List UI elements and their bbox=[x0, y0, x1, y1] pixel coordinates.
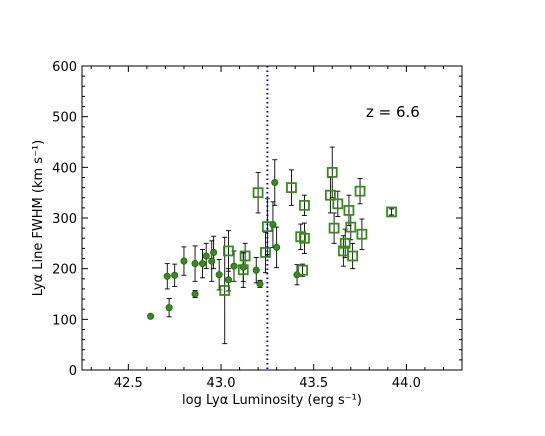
y-tick-label: 300 bbox=[52, 212, 77, 227]
y-tick-label: 100 bbox=[52, 313, 77, 328]
y-tick-label: 600 bbox=[52, 60, 77, 75]
data-point-circle bbox=[208, 257, 216, 265]
data-point-circle bbox=[163, 272, 171, 280]
data-point-square bbox=[343, 204, 355, 216]
x-tick-label: 42.5 bbox=[114, 376, 143, 391]
y-tick-label: 400 bbox=[52, 161, 77, 176]
y-tick-label: 0 bbox=[69, 364, 77, 379]
data-point-circle bbox=[273, 243, 281, 251]
y-tick-label: 200 bbox=[52, 263, 77, 278]
data-point-circle bbox=[252, 266, 260, 274]
y-axis-label: Lyα Line FWHM (km s⁻¹) bbox=[31, 140, 46, 296]
data-point-square bbox=[332, 198, 344, 210]
data-point-square bbox=[260, 247, 271, 258]
data-point-circle bbox=[147, 312, 155, 320]
x-tick-label: 43.0 bbox=[207, 376, 236, 391]
data-point-circle bbox=[215, 271, 223, 279]
y-tick-label: 500 bbox=[52, 111, 77, 126]
data-point-circle bbox=[256, 280, 264, 288]
data-point-circle bbox=[271, 178, 279, 187]
errorbar-layer bbox=[148, 146, 395, 345]
x-axis-label: log Lyα Luminosity (erg s⁻¹) bbox=[182, 393, 362, 408]
redshift-annotation: z = 6.6 bbox=[366, 103, 420, 121]
marker-layer bbox=[147, 166, 397, 320]
data-point-square bbox=[261, 221, 273, 233]
data-point-circle bbox=[171, 271, 179, 279]
data-point-circle bbox=[210, 248, 218, 257]
data-point-square bbox=[219, 285, 231, 296]
data-point-square bbox=[239, 250, 251, 262]
data-point-square bbox=[324, 189, 336, 201]
data-point-square bbox=[299, 199, 310, 211]
data-point-circle bbox=[202, 252, 210, 260]
x-tick-label: 44.0 bbox=[392, 376, 421, 391]
data-point-circle bbox=[191, 260, 199, 268]
data-point-square bbox=[252, 187, 264, 199]
data-point-circle bbox=[191, 290, 199, 298]
data-point-square bbox=[356, 228, 368, 240]
data-point-circle bbox=[224, 276, 232, 284]
data-point-square bbox=[347, 250, 359, 262]
data-point-square bbox=[297, 264, 308, 276]
data-point-circle bbox=[165, 304, 173, 312]
data-point-square bbox=[326, 166, 338, 178]
data-point-circle bbox=[180, 257, 188, 265]
tick-layer: 42.5 43.0 43.5 44.0 0 100 200 300 400 500 600 bbox=[52, 60, 462, 391]
data-point-square bbox=[286, 182, 297, 194]
data-point-square bbox=[339, 237, 351, 249]
data-point-square bbox=[345, 221, 357, 233]
x-tick-label: 43.5 bbox=[299, 376, 328, 391]
data-point-square bbox=[328, 222, 340, 234]
data-point-square bbox=[237, 264, 249, 276]
data-point-circle bbox=[198, 260, 207, 268]
data-point-square bbox=[299, 232, 310, 244]
data-point-square bbox=[386, 206, 397, 218]
data-point-square bbox=[223, 245, 234, 257]
data-point-square bbox=[354, 185, 366, 197]
data-point-circle bbox=[230, 262, 238, 270]
